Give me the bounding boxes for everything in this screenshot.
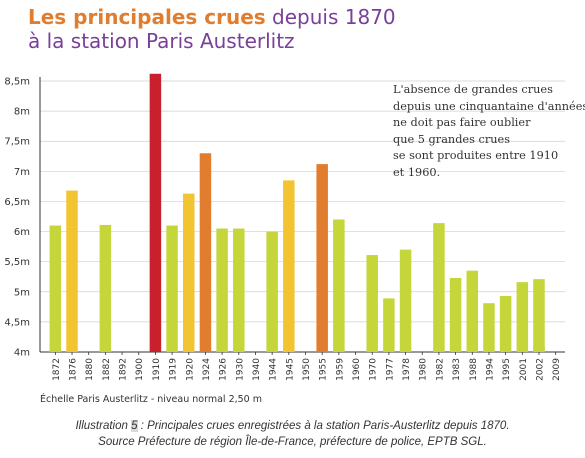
chart-title: Les principales crues depuis 1870 (28, 6, 396, 28)
title-bold-part: Les principales crues (28, 5, 266, 29)
bar-1977 (383, 298, 395, 352)
bar-1882 (99, 224, 112, 352)
bar-2002-extra (533, 345, 545, 352)
annotation-line: et 1960. (393, 165, 441, 179)
bar-1876 (66, 190, 78, 352)
y-tick-label: 8,5m (4, 77, 30, 88)
bar-1926 (216, 228, 228, 352)
x-tick-label: 1982 (435, 358, 445, 381)
y-tick-label: 8m (14, 107, 30, 118)
bar-1994 (483, 303, 495, 352)
bar-1924 (199, 153, 212, 352)
x-tick-label: 1900 (135, 358, 145, 381)
y-tick-label: 5,5m (4, 257, 30, 268)
bar-1930 (233, 228, 245, 352)
caption-prefix: Illustration (75, 420, 132, 432)
chart-subtitle: à la station Paris Austerlitz (28, 29, 295, 53)
bar-1995 (499, 295, 512, 352)
x-tick-label: 1872 (52, 358, 62, 381)
x-tick-label: 1977 (385, 358, 395, 381)
x-tick-label: 1924 (202, 358, 212, 381)
bar-1910 (149, 73, 162, 353)
annotation-line: que 5 grandes crues (393, 132, 510, 146)
x-tick-label: 1995 (502, 358, 512, 381)
bar-1959 (333, 219, 345, 352)
x-tick-label: 1988 (469, 358, 479, 381)
y-tick-label: 4,5m (4, 317, 30, 328)
caption-number: 5 (131, 420, 138, 432)
y-tick-label: 4m (14, 348, 30, 359)
bar-1978 (399, 249, 412, 352)
x-tick-label: 1970 (369, 358, 379, 381)
bar-1982 (433, 223, 445, 352)
x-tick-label: 1926 (219, 358, 229, 381)
x-tick-label: 1930 (235, 358, 245, 381)
x-tick-label: 2009 (552, 358, 562, 381)
bar-1919 (166, 225, 178, 352)
y-tick-label: 5m (14, 287, 30, 298)
x-tick-label: 1950 (302, 358, 312, 381)
bar-1970 (366, 255, 378, 352)
x-tick-label: 1940 (252, 358, 262, 381)
scale-note: Échelle Paris Austerlitz - niveau normal… (40, 394, 262, 405)
bar-1944 (266, 231, 278, 352)
x-tick-label: 1980 (419, 358, 429, 381)
x-tick-label: 2001 (519, 358, 529, 381)
annotation-line: ne doit pas faire oublier (393, 116, 531, 129)
bar-1988 (466, 270, 479, 352)
bar-chart: 4m 4,5m 5m 5,5m 6m 6,5m 7m 7,5m 8m 8,5m 1872 1876 18… (4, 73, 565, 381)
y-tick-label: 6,5m (4, 197, 30, 208)
bar-1945 (283, 180, 295, 352)
annotation-line: depuis une cinquantaine d'années (393, 99, 585, 113)
chart-annotation: L'absence de grandes crues depuis une ci… (393, 82, 585, 181)
y-tick-label: 7m (14, 167, 30, 178)
x-tick-label: 1944 (269, 358, 279, 381)
caption-line-2: Source Préfecture de région Île-de-Franc… (98, 436, 487, 448)
bar-1983 (449, 277, 462, 352)
x-tick-label: 1978 (402, 358, 412, 381)
x-tick-label: 1955 (319, 358, 329, 381)
y-tick-label: 6m (14, 227, 30, 238)
bar-1872 (49, 225, 62, 352)
annotation-line: L'absence de grandes crues (393, 83, 553, 96)
annotation-line: se sont produites entre 1910 (393, 149, 559, 162)
bar-1920 (183, 193, 195, 352)
x-tick-label: 1983 (452, 358, 462, 381)
y-tick-label: 7,5m (4, 137, 30, 148)
x-tick-label: 1876 (69, 358, 79, 381)
x-tick-label: 1910 (152, 358, 162, 381)
x-tick-label: 1945 (285, 358, 295, 381)
x-tick-label: 2002 (535, 358, 545, 381)
x-tick-label: 1882 (102, 358, 112, 381)
x-tick-label: 1994 (485, 358, 495, 381)
bar-2002 (533, 279, 545, 352)
x-tick-label: 1892 (119, 358, 129, 381)
caption-line-1: Illustration 5 : Principales crues enreg… (0, 418, 585, 434)
x-tick-label: 1880 (85, 358, 95, 381)
x-tick-label: 1960 (352, 358, 362, 381)
x-tick-label: 1920 (185, 358, 195, 381)
caption-suffix: : Principales crues enregistrées à la st… (137, 420, 510, 432)
bar-2001 (516, 282, 529, 352)
bar-1955 (316, 164, 328, 352)
x-tick-label: 1959 (335, 358, 345, 381)
x-tick-label: 1919 (169, 358, 179, 381)
figure-caption: Illustration 5 : Principales crues enreg… (0, 418, 585, 450)
title-rest-part: depuis 1870 (272, 5, 396, 29)
